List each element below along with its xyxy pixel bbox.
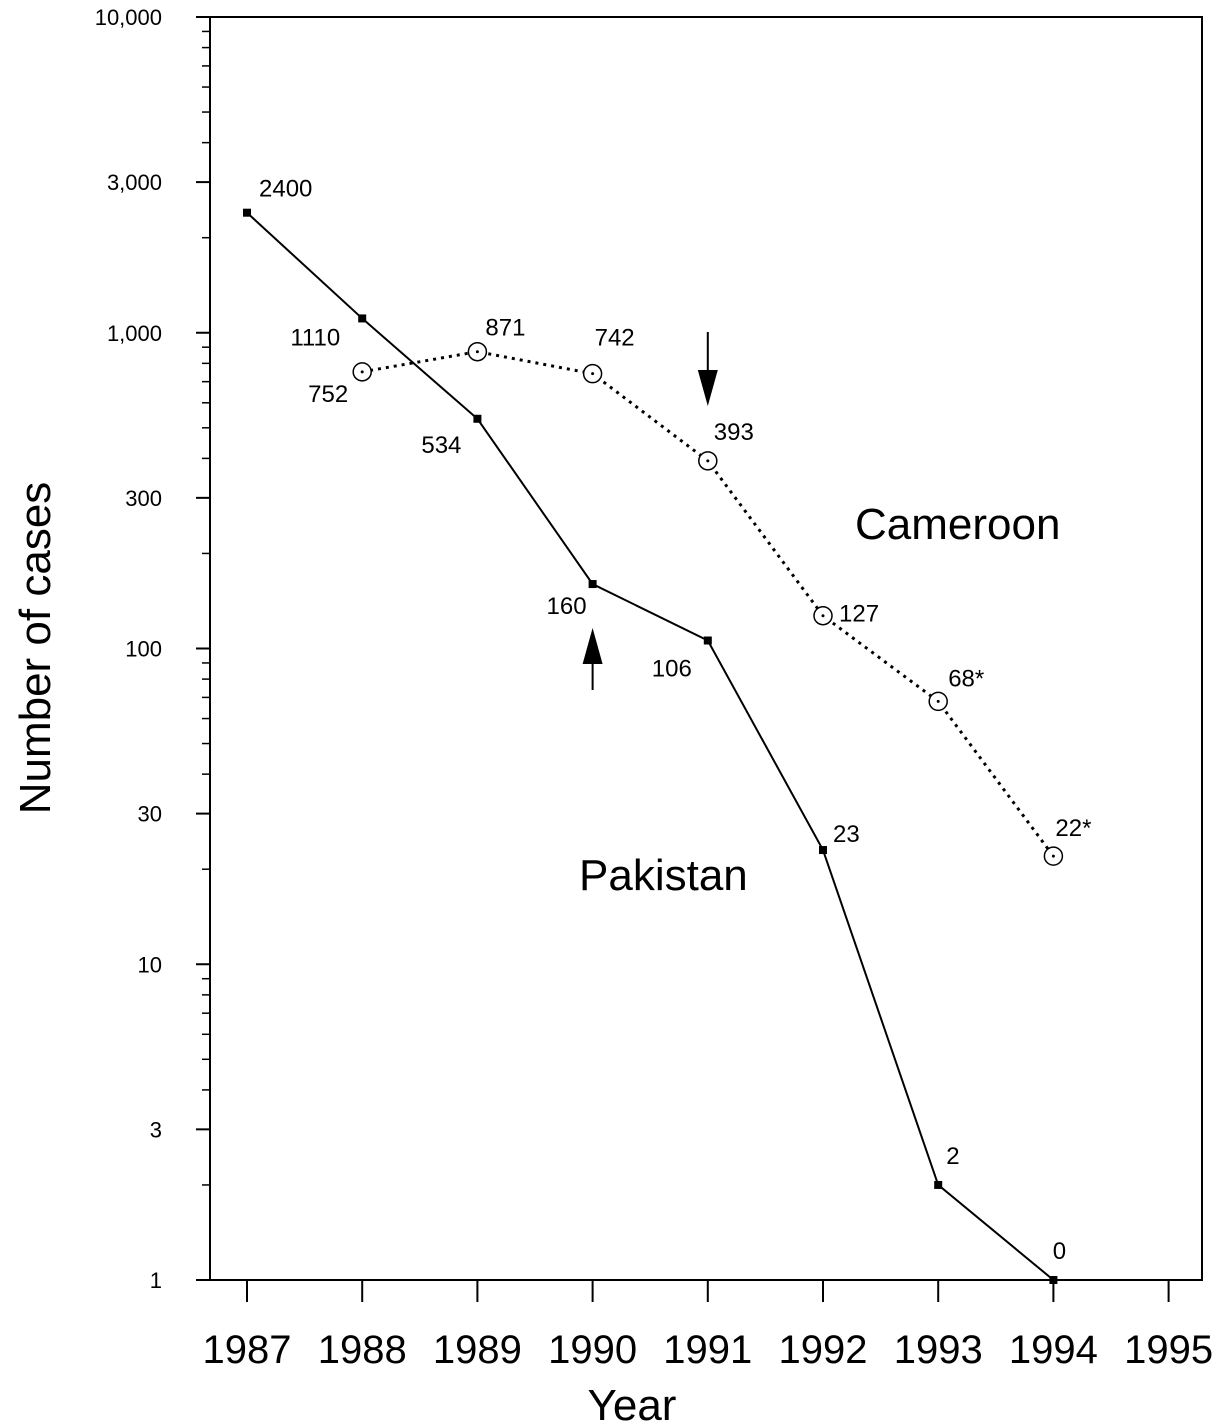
data-point-center-cameroon xyxy=(821,614,825,618)
series-line-pakistan xyxy=(246,211,1055,1281)
arrow-up-head xyxy=(582,628,603,664)
x-tick-label: 1987 xyxy=(203,1328,292,1372)
x-tick-label: 1992 xyxy=(779,1328,868,1372)
data-point-center-cameroon xyxy=(360,370,364,374)
data-label-pakistan: 0 xyxy=(1053,1238,1066,1265)
data-label-pakistan: 160 xyxy=(547,593,587,620)
y-tick-label: 1 xyxy=(150,1268,162,1293)
x-tick-label: 1993 xyxy=(894,1328,983,1372)
y-tick-label: 10 xyxy=(138,952,162,977)
y-tick-label: 100 xyxy=(125,637,162,662)
data-point-pakistan xyxy=(358,314,367,323)
data-point-pakistan xyxy=(819,846,827,855)
data-point-pakistan xyxy=(243,208,251,217)
y-tick-label: 3 xyxy=(150,1117,162,1142)
arrow-down-head xyxy=(697,370,718,406)
data-point-center-cameroon xyxy=(936,699,940,703)
plot-frame xyxy=(209,16,1203,1281)
data-label-pakistan: 2400 xyxy=(259,176,312,203)
series-label-pakistan: Pakistan xyxy=(579,851,748,900)
data-label-pakistan: 2 xyxy=(946,1143,959,1170)
series xyxy=(243,208,1064,1284)
y-tick-label: 10,000 xyxy=(95,5,162,30)
y-axis-title: Number of cases xyxy=(11,482,60,815)
data-label-cameroon: 752 xyxy=(308,381,348,408)
data-label-pakistan: 534 xyxy=(421,432,461,459)
data-point-pakistan xyxy=(1049,1276,1058,1284)
data-label-cameroon: 871 xyxy=(485,315,525,342)
data-point-center-cameroon xyxy=(1051,854,1055,858)
ticks: 1 3 10 30 100 300 1,000 3,000 10,000 1987 1988 1989… xyxy=(95,5,1213,1372)
data-point-pakistan xyxy=(588,580,597,589)
annotations xyxy=(582,332,718,690)
data-point-pakistan xyxy=(934,1180,943,1189)
y-tick-label: 1,000 xyxy=(107,321,162,346)
series-label-cameroon: Cameroon xyxy=(855,500,1060,549)
data-label-cameroon: 22* xyxy=(1055,815,1091,842)
x-tick-label: 1991 xyxy=(663,1328,752,1372)
data-label-cameroon: 127 xyxy=(839,601,879,628)
x-axis-title: Year xyxy=(588,1381,677,1428)
data-labels: 2400 1110 534 160 106 23 2 0 752 871 742 393 127 68* 2… xyxy=(259,176,1091,1265)
data-label-cameroon: 68* xyxy=(948,665,984,692)
data-point-pakistan xyxy=(473,414,482,423)
y-tick-label: 3,000 xyxy=(107,170,162,195)
axes xyxy=(209,16,1203,1281)
series-line-cameroon xyxy=(361,350,1055,858)
x-tick-label: 1995 xyxy=(1124,1328,1213,1372)
x-tick-label: 1988 xyxy=(318,1328,407,1372)
data-point-center-cameroon xyxy=(706,459,710,463)
data-label-pakistan: 23 xyxy=(833,821,860,848)
data-label-pakistan: 1110 xyxy=(290,324,340,351)
data-point-center-cameroon xyxy=(591,372,595,376)
data-point-center-cameroon xyxy=(475,350,479,354)
x-tick-label: 1989 xyxy=(433,1328,522,1372)
x-tick-label: 1994 xyxy=(1009,1328,1098,1372)
data-label-cameroon: 393 xyxy=(714,419,754,446)
data-label-cameroon: 742 xyxy=(595,325,635,352)
y-tick-label: 300 xyxy=(125,486,162,511)
data-point-pakistan xyxy=(703,636,712,645)
x-tick-label: 1990 xyxy=(548,1328,637,1372)
data-label-pakistan: 106 xyxy=(652,656,692,683)
y-tick-label: 30 xyxy=(138,802,162,827)
